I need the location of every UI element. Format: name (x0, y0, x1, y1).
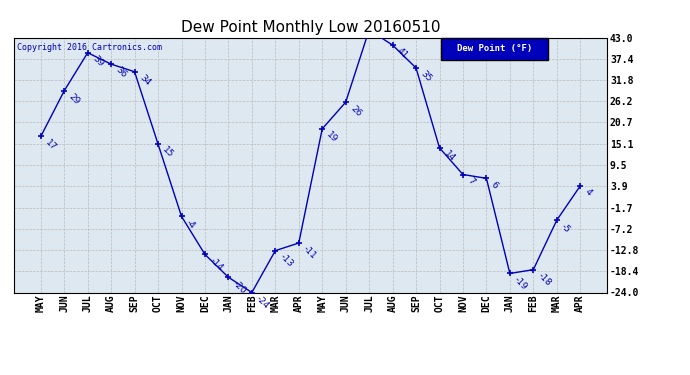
Text: 41: 41 (395, 46, 410, 61)
Text: -20: -20 (231, 279, 248, 296)
Text: -14: -14 (208, 256, 224, 273)
Text: 34: 34 (137, 73, 152, 87)
Text: 39: 39 (90, 54, 105, 69)
Text: -4: -4 (184, 218, 197, 230)
Text: 29: 29 (67, 92, 81, 106)
Text: -13: -13 (278, 252, 295, 269)
Text: 36: 36 (114, 66, 128, 80)
Text: -5: -5 (560, 222, 572, 234)
Text: Dew Point (°F): Dew Point (°F) (457, 45, 532, 54)
FancyBboxPatch shape (441, 38, 548, 60)
Text: 14: 14 (442, 149, 457, 164)
Text: 4: 4 (583, 188, 593, 198)
Text: -24: -24 (255, 294, 271, 310)
Text: Copyright 2016 Cartronics.com: Copyright 2016 Cartronics.com (17, 43, 161, 52)
Title: Dew Point Monthly Low 20160510: Dew Point Monthly Low 20160510 (181, 20, 440, 35)
Text: -19: -19 (513, 275, 529, 292)
Text: 19: 19 (325, 130, 339, 145)
Text: 26: 26 (348, 104, 363, 118)
Text: 45: 45 (0, 374, 1, 375)
Text: 7: 7 (466, 176, 476, 186)
Text: -11: -11 (302, 244, 318, 261)
Text: 35: 35 (419, 69, 433, 84)
Text: 17: 17 (43, 138, 58, 152)
Text: -18: -18 (536, 271, 553, 288)
Text: 6: 6 (489, 180, 500, 190)
Text: 15: 15 (161, 146, 175, 160)
